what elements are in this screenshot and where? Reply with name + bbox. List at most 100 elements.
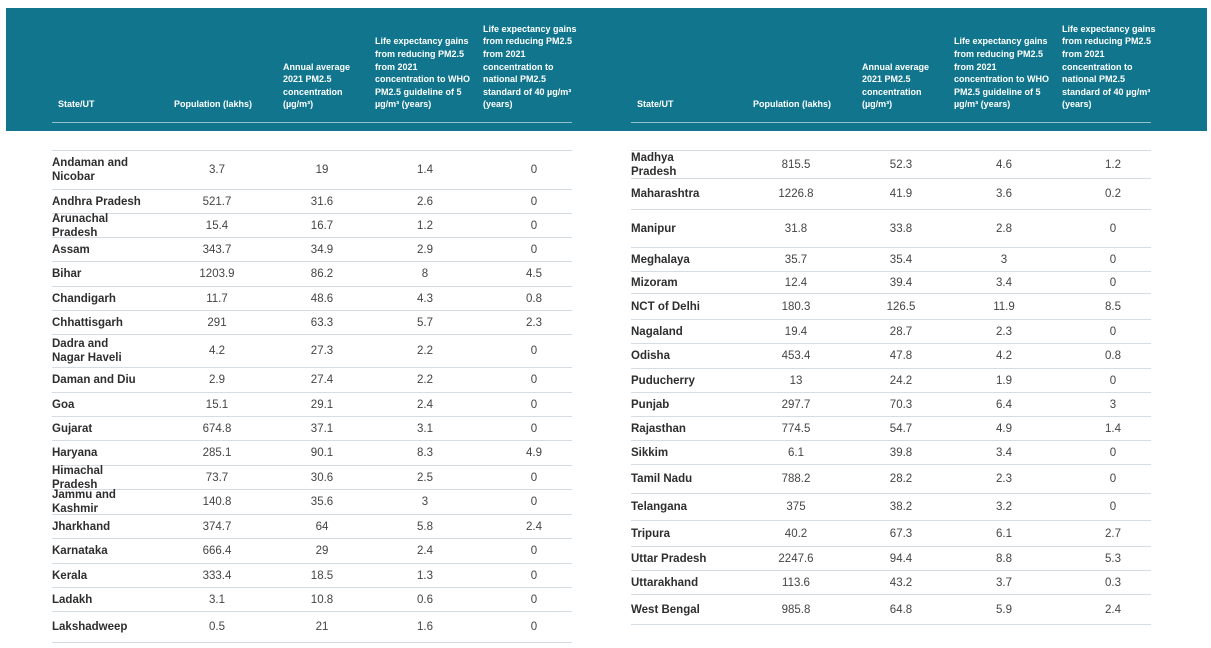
annual-average-cell: 29.1 [310, 398, 334, 411]
population-cell: 15.1 [205, 398, 229, 411]
table-row: Andhra Pradesh 521.7 31.6 2.6 0 [52, 190, 572, 214]
who-gain-cell: 1.6 [417, 621, 433, 633]
who-gain-cell: 6.1 [996, 527, 1012, 540]
national-gain-cell: 1.4 [1105, 422, 1121, 435]
annual-average-cell: 31.6 [310, 195, 334, 208]
who-gain-cell: 2.6 [417, 195, 433, 208]
annual-average-cell: 94.4 [889, 552, 913, 565]
annual-average-cell: 39.8 [889, 446, 913, 459]
table-row: West Bengal 985.8 64.8 5.9 2.4 [631, 595, 1151, 625]
national-gain-cell: 0 [1109, 276, 1117, 289]
state-name-cell: Uttarakhand [631, 576, 699, 589]
national-gain-cell: 0.2 [1105, 188, 1121, 200]
table-row: Punjab 297.7 70.3 6.4 3 [631, 393, 1151, 417]
population-cell: 40.2 [784, 527, 808, 540]
table-row: Lakshadweep 0.5 21 1.6 0 [52, 612, 572, 643]
who-gain-cell: 2.4 [417, 398, 433, 411]
table-row: Nagaland 19.4 28.7 2.3 0 [631, 320, 1151, 344]
national-gain-cell: 0 [1109, 222, 1117, 235]
table-row: Chandigarh 11.7 48.6 4.3 0.8 [52, 287, 572, 311]
table-row: Puducherry 13 24.2 1.9 0 [631, 369, 1151, 393]
population-cell: 333.4 [202, 569, 232, 582]
national-gain-cell: 0.8 [1105, 350, 1121, 362]
state-name-cell: Mizoram [631, 276, 678, 289]
annual-average-cell: 38.2 [889, 501, 913, 513]
table-row: Karnataka 666.4 29 2.4 0 [52, 539, 572, 564]
state-name-cell: Gujarat [52, 422, 93, 435]
population-cell: 3.1 [209, 593, 225, 606]
table-row: Chhattisgarh 291 63.3 5.7 2.3 [52, 311, 572, 335]
population-cell: 1226.8 [778, 188, 814, 200]
who-gain-cell: 8 [421, 268, 429, 280]
national-gain-cell: 0 [530, 164, 538, 176]
state-name-cell: Tamil Nadu [631, 473, 693, 485]
population-cell: 666.4 [202, 545, 232, 557]
population-cell: 374.7 [202, 520, 232, 533]
population-cell: 674.8 [202, 422, 232, 435]
table-header: State/UT Population (lakhs) Annual avera… [631, 0, 1156, 131]
state-name-cell: Jammu and Kashmir [52, 489, 116, 515]
who-gain-cell: 2.4 [417, 545, 433, 557]
table-row: Daman and Diu 2.9 27.4 2.2 0 [52, 368, 572, 393]
table-row: Himachal Pradesh 73.7 30.6 2.5 0 [52, 465, 572, 491]
population-cell: 788.2 [781, 473, 811, 485]
population-cell: 73.7 [205, 471, 229, 484]
table-header-band [6, 8, 1207, 131]
annual-average-cell: 21 [315, 621, 329, 633]
who-gain-cell: 1.3 [417, 569, 433, 582]
who-gain-cell: 4.9 [996, 422, 1012, 435]
state-name-cell: Meghalaya [631, 253, 690, 266]
national-gain-cell: 0 [530, 345, 538, 357]
state-name-cell: Andaman and Nicobar [52, 157, 129, 183]
who-gain-cell: 3.1 [417, 422, 433, 435]
who-gain-cell: 5.8 [417, 520, 433, 533]
national-gain-cell: 0 [530, 219, 538, 232]
table-body: Madhya Pradesh 815.5 52.3 4.6 1.2 Maharashtra… [631, 150, 1151, 625]
national-gain-cell: 3 [1109, 398, 1117, 411]
header-population: Population (lakhs) [753, 99, 832, 110]
table-row: Jammu and Kashmir 140.8 35.6 3 0 [52, 489, 572, 515]
population-cell: 2.9 [209, 374, 225, 386]
state-name-cell: Dadra and Nagar Haveli [52, 338, 122, 364]
annual-average-cell: 24.2 [889, 374, 913, 387]
population-cell: 31.8 [784, 222, 808, 235]
population-cell: 35.7 [784, 253, 808, 266]
header-state: State/UT [637, 99, 674, 110]
national-gain-cell: 0 [530, 621, 538, 633]
table-row: Uttar Pradesh 2247.6 94.4 8.8 5.3 [631, 547, 1151, 571]
table-row: Tamil Nadu 788.2 28.2 2.3 0 [631, 465, 1151, 494]
who-gain-cell: 2.2 [417, 345, 433, 357]
annual-average-cell: 29 [315, 545, 329, 557]
population-cell: 13 [789, 374, 803, 387]
population-cell: 815.5 [781, 158, 811, 171]
annual-average-cell: 34.9 [310, 243, 334, 256]
national-gain-cell: 0 [1109, 446, 1117, 459]
annual-average-cell: 43.2 [889, 576, 913, 589]
state-name-cell: Nagaland [631, 325, 683, 338]
national-gain-cell: 2.4 [526, 520, 542, 533]
who-gain-cell: 2.3 [996, 325, 1012, 338]
national-gain-cell: 0 [530, 243, 538, 256]
table-row: Dadra and Nagar Haveli 4.2 27.3 2.2 0 [52, 335, 572, 368]
state-name-cell: Puducherry [631, 374, 695, 387]
table-row: Assam 343.7 34.9 2.9 0 [52, 238, 572, 262]
who-gain-cell: 3 [1000, 253, 1008, 266]
annual-average-cell: 63.3 [310, 316, 334, 329]
state-name-cell: Andhra Pradesh [52, 195, 141, 208]
population-cell: 180.3 [781, 300, 811, 313]
who-gain-cell: 1.2 [417, 219, 433, 232]
population-cell: 343.7 [202, 243, 232, 256]
table-row: Bihar 1203.9 86.2 8 4.5 [52, 262, 572, 287]
population-cell: 297.7 [781, 398, 811, 411]
who-gain-cell: 8.8 [996, 552, 1012, 565]
state-name-cell: Madhya Pradesh [631, 151, 677, 178]
national-gain-cell: 0 [530, 471, 538, 484]
table-header: State/UT Population (lakhs) Annual avera… [52, 0, 577, 131]
annual-average-cell: 30.6 [310, 471, 334, 484]
state-name-cell: Kerala [52, 569, 88, 582]
table-body: Andaman and Nicobar 3.7 19 1.4 0 Andhra Prade… [52, 150, 572, 643]
annual-average-cell: 86.2 [310, 268, 334, 280]
who-gain-cell: 5.9 [996, 603, 1012, 616]
national-gain-cell: 5.3 [1105, 552, 1121, 565]
table-row: Odisha 453.4 47.8 4.2 0.8 [631, 344, 1151, 369]
